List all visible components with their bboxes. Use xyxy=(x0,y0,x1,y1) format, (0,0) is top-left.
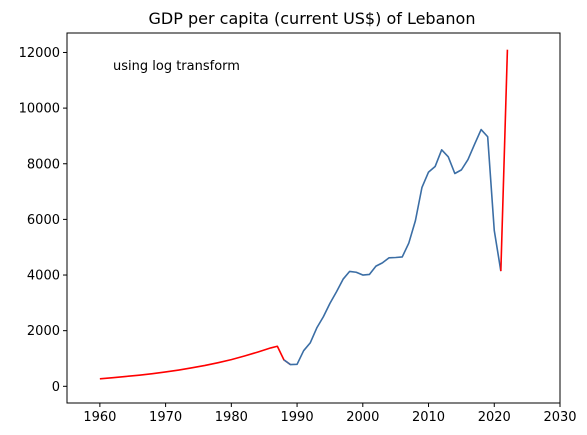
y-tick-label: 12000 xyxy=(19,46,60,61)
x-tick-label: 2000 xyxy=(346,410,379,425)
y-tick-label: 8000 xyxy=(27,157,60,172)
series-lines xyxy=(99,49,509,380)
x-tick-label: 1960 xyxy=(83,410,116,425)
y-tick-label: 2000 xyxy=(27,324,60,339)
plot-area-frame xyxy=(66,32,561,404)
x-tick-label: 2020 xyxy=(478,410,511,425)
y-tick-label: 4000 xyxy=(27,269,60,284)
axis-ticks: 1960 1970 1980 1990 2000 2010 2020 2030 0 2000 400… xyxy=(19,46,577,425)
y-tick-label: 6000 xyxy=(27,213,60,228)
chart-title: GDP per capita (current US$) of Lebanon xyxy=(149,9,476,28)
series-line-estimated xyxy=(500,49,509,272)
x-tick-label: 1970 xyxy=(149,410,182,425)
x-tick-label: 1980 xyxy=(215,410,248,425)
y-tick-label: 0 xyxy=(52,380,60,395)
x-tick-label: 1990 xyxy=(281,410,314,425)
x-tick-label: 2010 xyxy=(412,410,445,425)
chart-annotation: using log transform xyxy=(113,59,240,74)
y-tick-label: 10000 xyxy=(19,102,60,117)
x-tick-label: 2030 xyxy=(543,410,576,425)
series-line-estimated xyxy=(99,345,291,380)
series-line-actual xyxy=(283,128,502,366)
